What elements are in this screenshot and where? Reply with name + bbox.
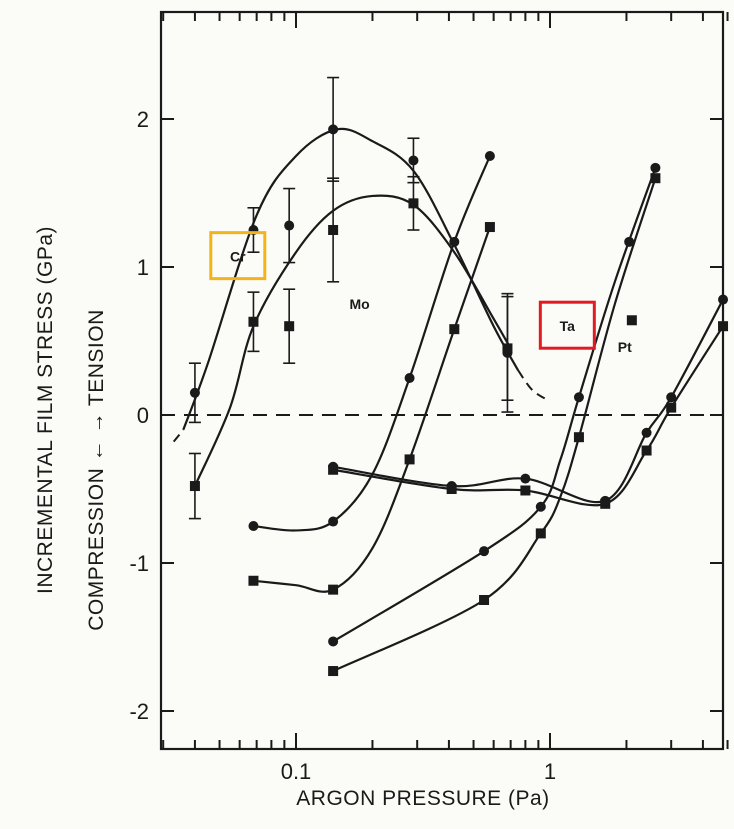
pt-circle-point [624, 236, 635, 247]
mo-square-point [449, 324, 460, 335]
pt-circle-fit [332, 299, 725, 504]
series-labels: Cr Mo Ta Pt [209, 231, 632, 355]
pt-square-point [718, 321, 729, 332]
mo-square-point [484, 222, 495, 233]
ta-circle-point [479, 546, 490, 557]
pt-square-point [600, 498, 611, 509]
y-tick-label: 1 [137, 255, 149, 280]
cr-circle-point [189, 387, 200, 398]
mo-square-point [404, 454, 415, 465]
pt-square-point [446, 484, 457, 494]
pt-circle-point [641, 427, 652, 438]
y-axis-sublabel: COMPRESSION ← → TENSION [85, 309, 108, 631]
y-tick-label: 2 [137, 107, 149, 132]
cr-square-point [502, 343, 513, 354]
mo-circle-point [484, 151, 495, 161]
ta-square-point [479, 595, 490, 605]
cr-circle-tail [517, 370, 549, 402]
pt-square-point [520, 485, 531, 496]
pt-square-point [328, 464, 339, 475]
ta-square-fit [332, 177, 657, 673]
cr-highlight-box [209, 231, 267, 281]
fit-curves [172, 127, 725, 673]
axis-ticks [161, 12, 729, 749]
cr-square-point [284, 321, 295, 332]
mo-square-point [248, 575, 259, 586]
cr-square-point [408, 198, 419, 209]
pt-square-point [641, 445, 652, 456]
mo-square-point [328, 584, 339, 595]
ta-highlight-box [538, 300, 596, 350]
cr-circle-head [172, 429, 185, 443]
cr-circle-point [328, 124, 339, 135]
pt-square-point [666, 402, 677, 413]
x-tick-label: 1 [544, 759, 556, 784]
ta-circle-fit [332, 167, 657, 643]
tick-labels: 2 1 0 -1 -2 0.1 1 [129, 107, 556, 784]
ta-circle-point [328, 636, 339, 647]
ta-square-point [650, 173, 661, 184]
pt-square-point [626, 315, 637, 326]
y-axis-label: INCREMENTAL FILM STRESS (GPa) [34, 226, 57, 594]
y-tick-label: -2 [129, 699, 149, 724]
pt-circle-point [718, 294, 729, 305]
mo-circle-point [404, 373, 415, 383]
cr-label: Cr [230, 249, 246, 265]
ta-label: Ta [560, 318, 576, 334]
ta-square-point [535, 528, 546, 539]
cr-square-point [248, 316, 259, 327]
cr-circle-point [408, 155, 419, 166]
mo-square-fit [253, 226, 491, 593]
pt-circle-point [520, 473, 531, 484]
mo-circle-point [248, 521, 259, 531]
cr-circle-point [284, 220, 295, 231]
y-tick-label: -1 [129, 551, 149, 576]
y-tick-label: 0 [137, 403, 149, 428]
cr-square-fit [193, 194, 512, 487]
mo-label: Mo [349, 296, 369, 312]
ta-square-point [573, 432, 584, 443]
plot-frame [159, 10, 725, 751]
ta-circle-point [573, 392, 584, 403]
cr-square-point [189, 481, 200, 492]
pt-label: Pt [618, 339, 632, 355]
ta-square-point [328, 666, 339, 677]
cr-square-point [328, 225, 339, 235]
x-axis-label: ARGON PRESSURE (Pa) [296, 787, 549, 810]
mo-circle-point [328, 516, 339, 527]
mo-circle-point [449, 236, 460, 247]
data-markers [189, 124, 729, 677]
ta-circle-point [650, 162, 661, 173]
pt-circle-point [666, 392, 677, 403]
ta-circle-point [535, 501, 546, 512]
x-tick-label: 0.1 [281, 759, 312, 784]
